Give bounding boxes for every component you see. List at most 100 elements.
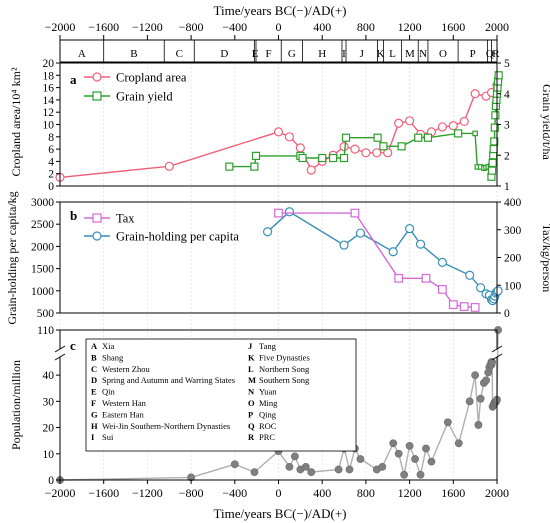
grain-yield-point bbox=[494, 71, 503, 80]
top-axis-tick-label: −400 bbox=[222, 20, 247, 34]
dynasty-legend-code-H: H bbox=[91, 421, 98, 431]
panel-b-right-tick-label: 400 bbox=[504, 197, 522, 209]
tax-point bbox=[437, 285, 447, 294]
grain-yield-point bbox=[339, 153, 349, 163]
panel-c-left-tick-label: 30 bbox=[43, 396, 55, 408]
dynasty-legend-name-K: Five Dynasties bbox=[259, 352, 310, 362]
population-point bbox=[474, 421, 483, 429]
dynasty-legend-code-C: C bbox=[91, 364, 97, 374]
dynasty-legend-code-Q: Q bbox=[248, 421, 255, 431]
panel-label-b: b bbox=[70, 208, 77, 223]
dynasty-legend-name-O: Ming bbox=[259, 398, 278, 408]
grain-holding-point bbox=[262, 227, 273, 237]
tax-point bbox=[470, 303, 480, 312]
legend-grain-holding-swatch-marker bbox=[92, 231, 102, 241]
population-point bbox=[488, 358, 496, 366]
bottom-axis-tick-label: 1200 bbox=[398, 486, 422, 500]
dynasty-legend-code-E: E bbox=[91, 387, 97, 397]
population-point bbox=[290, 452, 299, 461]
grain-yield-point bbox=[491, 111, 500, 120]
top-axis-tick-label: −1200 bbox=[132, 20, 163, 34]
panel-a-left-tick-label: 6 bbox=[48, 144, 54, 156]
panel-a-left-tick-label: 10 bbox=[43, 120, 55, 132]
top-axis-tick-label: 400 bbox=[313, 20, 331, 34]
panel-a-left-axis-title: Cropland area/10⁴ km² bbox=[9, 67, 23, 176]
grain-holding-point bbox=[339, 240, 349, 250]
grain-yield-point bbox=[454, 129, 463, 138]
dynasty-letter-P: P bbox=[470, 48, 476, 60]
dynasty-legend-code-N: N bbox=[248, 387, 255, 397]
population-point bbox=[482, 376, 490, 385]
top-axis-tick-label: 800 bbox=[357, 20, 375, 34]
grain-yield-point bbox=[225, 162, 234, 171]
panel-label-c: c bbox=[70, 338, 76, 353]
legend-cropland-area-swatch-marker bbox=[92, 72, 102, 82]
population-point bbox=[471, 371, 480, 380]
grain-holding-line bbox=[267, 210, 499, 302]
grain-holding-point bbox=[388, 247, 398, 257]
panel-a-right-axis-title: Grain yield/t/ha bbox=[540, 84, 550, 160]
tax-point bbox=[394, 273, 404, 283]
population-point bbox=[334, 465, 343, 474]
legend-tax-swatch-marker bbox=[92, 213, 102, 223]
panel-a-left-tick-label: 20 bbox=[43, 58, 55, 70]
dynasty-legend-code-B: B bbox=[91, 352, 97, 362]
cropland-area-point bbox=[470, 89, 480, 99]
grain-yield-point bbox=[251, 151, 261, 160]
dynasty-legend-code-F: F bbox=[91, 398, 96, 408]
axis-break-mark-left bbox=[54, 345, 66, 353]
panel-b-right-tick-label: 200 bbox=[504, 253, 522, 265]
panel-label-a: a bbox=[70, 72, 77, 87]
dynasty-legend-name-M: Southern Song bbox=[259, 375, 310, 385]
grain-holding-point bbox=[405, 224, 415, 234]
grain-yield-point bbox=[414, 133, 423, 142]
bottom-axis-tick-label: 400 bbox=[313, 486, 331, 500]
dynasty-letter-L: L bbox=[389, 48, 396, 60]
top-axis-tick-label: 1600 bbox=[441, 20, 465, 34]
population-point bbox=[454, 439, 463, 448]
bottom-axis-tick-label: 1600 bbox=[441, 486, 465, 500]
population-point bbox=[301, 462, 310, 471]
population-point bbox=[405, 442, 414, 450]
dynasty-legend-code-O: O bbox=[248, 398, 255, 408]
data-layer bbox=[55, 71, 503, 484]
panel-b-right-axis-title: Tax/kg/person bbox=[540, 224, 550, 292]
panel-b-left-tick-label: 1500 bbox=[31, 264, 54, 276]
bottom-axis-tick-label: −1600 bbox=[88, 486, 119, 500]
legend-grain-yield-label: Grain yield bbox=[116, 90, 173, 104]
population-point bbox=[427, 457, 436, 466]
dynasty-legend-name-Q: ROC bbox=[259, 421, 277, 431]
bottom-axis-tick-label: 2000 bbox=[485, 486, 509, 500]
dynasty-letter-G: G bbox=[288, 48, 296, 60]
axis-break-mark-left bbox=[54, 353, 66, 361]
axes-layer: −2000 −1600 −1200 −800 −400 0 400 800 1200 1600 20… bbox=[31, 20, 522, 500]
top-axis-tick-label: 0 bbox=[276, 20, 282, 34]
grain-yield-point bbox=[490, 123, 499, 132]
dynasty-letter-I: I bbox=[342, 48, 346, 60]
panel-a-left-tick-label: 12 bbox=[43, 107, 55, 119]
dynasty-legend-name-G: Eastern Han bbox=[102, 409, 145, 419]
population-point bbox=[443, 418, 452, 427]
population-point bbox=[422, 444, 430, 453]
panel-a-left-tick-label: 18 bbox=[43, 70, 55, 82]
dynasty-letter-J: J bbox=[360, 48, 365, 60]
tax-point bbox=[274, 208, 283, 218]
dynasty-legend-code-R: R bbox=[248, 432, 255, 442]
grain-yield-point bbox=[487, 166, 497, 175]
panel-b-right-tick-label: 300 bbox=[504, 225, 522, 237]
dynasty-legend-name-B: Shang bbox=[102, 352, 124, 362]
dynasty-letter-E: E bbox=[252, 48, 259, 60]
population-point bbox=[416, 470, 425, 479]
population-point bbox=[285, 462, 294, 471]
panel-a-right-tick-label: 3 bbox=[504, 120, 510, 132]
dynasty-legend-name-R: PRC bbox=[259, 432, 275, 442]
dynasty-legend-name-H: Wei-Jin Southern-Northern Dynasties bbox=[102, 421, 230, 431]
cropland-area-point bbox=[339, 142, 349, 152]
dynasty-legend-code-J: J bbox=[248, 341, 253, 351]
dynasty-legend-name-C: Western Zhou bbox=[102, 364, 150, 374]
grain-yield-point bbox=[318, 153, 327, 163]
panel-c-left-tick-label: 110 bbox=[37, 325, 54, 337]
top-axis-tick-label: −1600 bbox=[88, 20, 119, 34]
grain-yield-point bbox=[329, 153, 338, 163]
population-point bbox=[465, 397, 474, 406]
